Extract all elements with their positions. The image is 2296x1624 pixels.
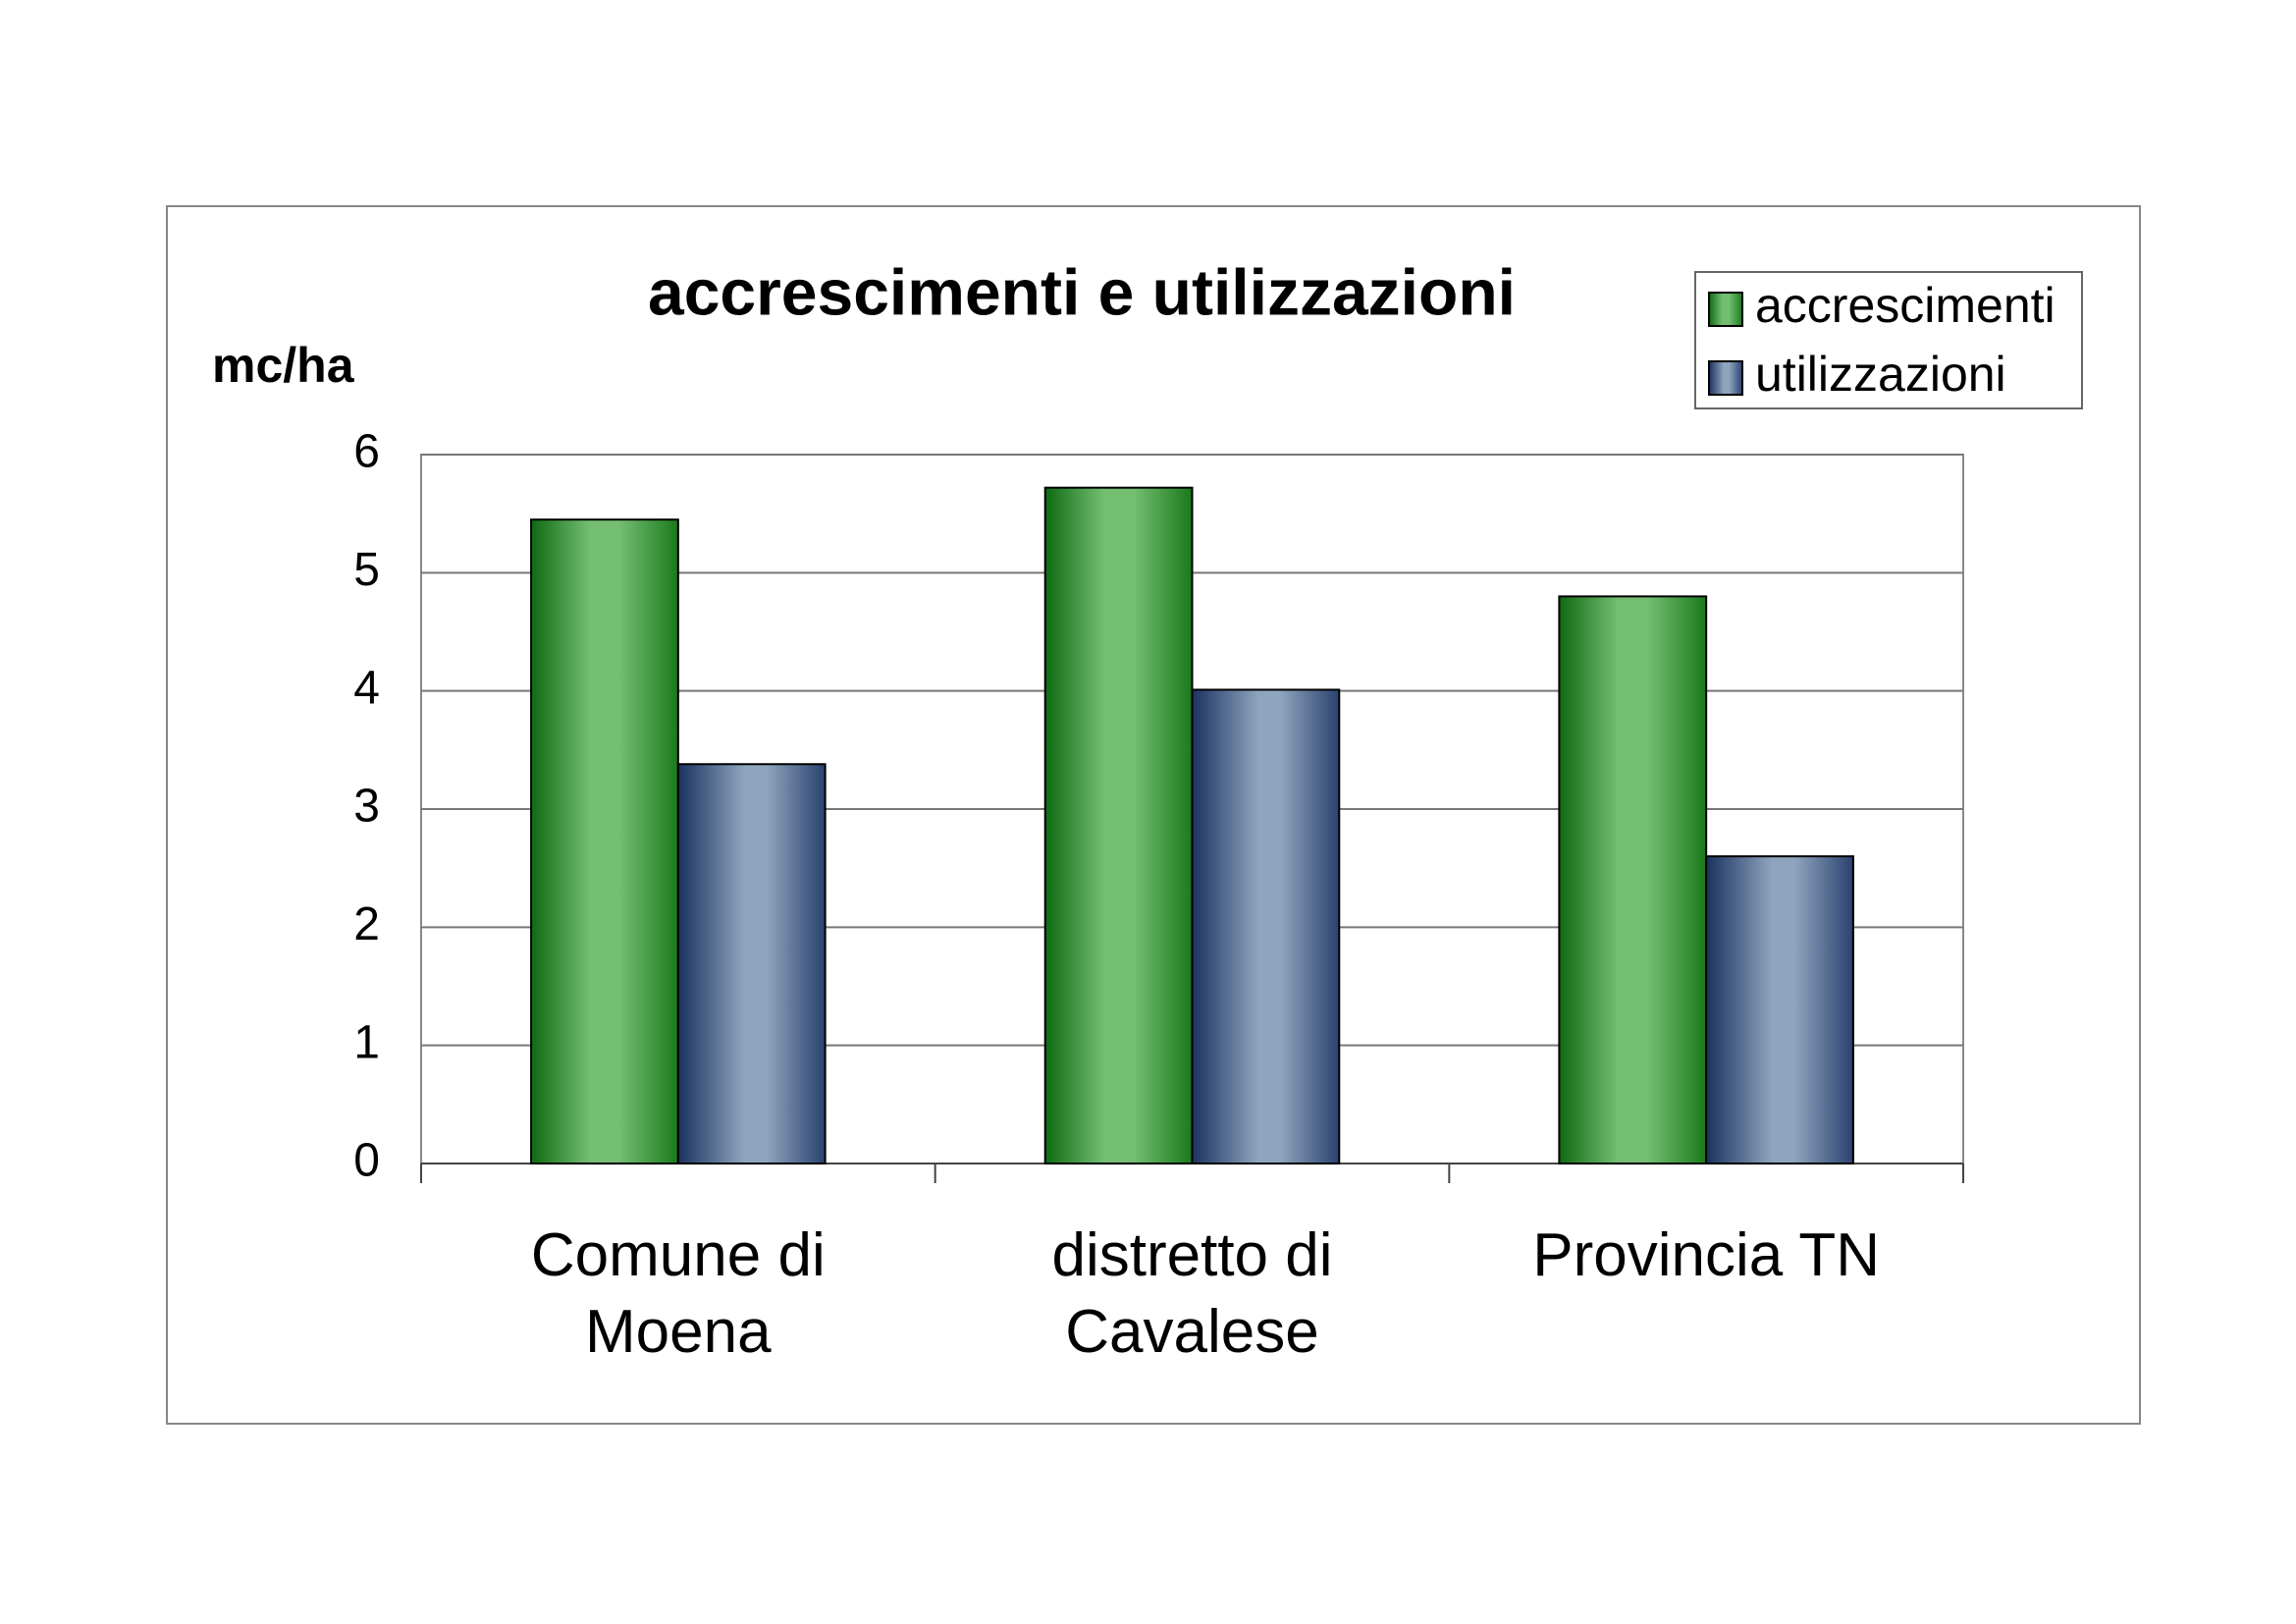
bar: [530, 518, 679, 1164]
x-tick-label: Comune di Moena: [530, 1221, 826, 1366]
legend-swatch: [1708, 292, 1743, 327]
legend-label: accrescimenti: [1755, 278, 2056, 333]
x-tick-label: Provincia TN: [1532, 1221, 1881, 1289]
y-tick-label: 3: [353, 781, 380, 833]
legend-label: utilizzazioni: [1755, 347, 2006, 402]
bar: [1705, 855, 1854, 1165]
bar: [1191, 688, 1341, 1164]
bar: [676, 763, 827, 1164]
bar: [1558, 595, 1708, 1164]
y-axis-label: mc/ha: [212, 338, 355, 393]
y-tick-label: 5: [353, 544, 380, 596]
x-tick-label: distretto di Cavalese: [1051, 1221, 1333, 1366]
legend-swatch: [1708, 360, 1743, 396]
y-tick-label: 2: [353, 898, 380, 950]
y-tick-label: 6: [353, 426, 380, 478]
y-tick-label: 4: [353, 662, 380, 714]
bar: [1043, 486, 1194, 1164]
y-tick-label: 1: [353, 1016, 380, 1068]
y-tick-label: 0: [353, 1135, 380, 1187]
chart-title: accrescimenti e utilizzazioni: [648, 255, 1516, 328]
legend-box: [1694, 271, 2083, 409]
